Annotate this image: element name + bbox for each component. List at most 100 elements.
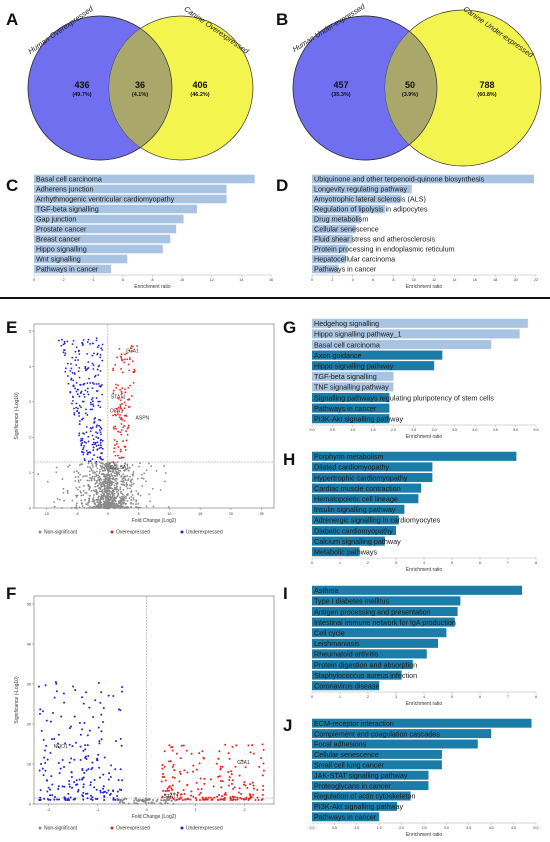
bar-chart-h: Porphyrin metabolism Dilated cardiomyopat…	[311, 451, 537, 573]
overexpressed-point	[219, 765, 222, 768]
underexpressed-point	[101, 439, 104, 442]
bar	[312, 339, 492, 350]
overexpressed-point	[252, 784, 255, 787]
underexpressed-point	[100, 427, 103, 430]
bar	[312, 770, 429, 780]
underexpressed-point	[78, 415, 81, 417]
underexpressed-point	[98, 385, 101, 388]
underexpressed-point	[102, 773, 105, 776]
underexpressed-point	[39, 796, 42, 799]
underexpressed-point	[69, 796, 72, 799]
overexpressed-point	[112, 389, 115, 392]
x-tick-label: 3.0	[432, 428, 437, 432]
underexpressed-point	[63, 797, 66, 800]
non-significant-point	[96, 504, 99, 507]
non-significant-point	[111, 500, 113, 503]
x-tick-label: 4.0	[472, 428, 477, 432]
underexpressed-point	[99, 431, 102, 434]
underexpressed-point	[103, 790, 106, 793]
y-tick-label: 3	[29, 400, 31, 404]
non-significant-point	[122, 507, 125, 509]
non-significant-point	[92, 500, 95, 503]
non-significant-point	[127, 478, 130, 481]
non-significant-point	[113, 486, 116, 489]
non-significant-point	[135, 802, 138, 805]
overexpressed-point	[224, 793, 227, 796]
non-significant-point	[75, 502, 78, 505]
non-significant-point	[99, 502, 102, 505]
x-tick-label: 14	[239, 278, 243, 282]
underexpressed-point	[84, 755, 87, 758]
x-tick-label: 6	[479, 695, 481, 699]
non-significant-point	[96, 467, 99, 470]
non-significant-point	[102, 498, 104, 500]
bar	[312, 681, 380, 691]
underexpressed-point	[93, 418, 96, 420]
underexpressed-point	[89, 401, 92, 404]
bar-label: Cardiac muscle contraction	[314, 484, 401, 493]
non-significant-point	[114, 488, 117, 491]
underexpressed-point	[38, 712, 41, 715]
non-significant-point	[98, 487, 100, 490]
non-significant-point	[110, 472, 113, 475]
overexpressed-point	[171, 749, 174, 752]
underexpressed-point	[57, 733, 60, 736]
non-significant-point	[109, 462, 112, 465]
bar	[312, 617, 455, 627]
overexpressed-point	[121, 396, 124, 399]
non-significant-point	[93, 471, 96, 474]
underexpressed-point	[75, 406, 78, 409]
overexpressed-point	[176, 791, 179, 794]
overexpressed-point	[240, 759, 243, 762]
gene-label: NQO1	[54, 744, 68, 750]
overexpressed-point	[112, 392, 115, 395]
non-significant-point	[125, 482, 128, 484]
overexpressed-point	[131, 345, 134, 348]
overexpressed-point	[217, 798, 220, 801]
overexpressed-point	[237, 791, 240, 794]
non-significant-point	[149, 500, 151, 503]
underexpressed-point	[101, 720, 104, 723]
underexpressed-point	[77, 370, 80, 373]
overexpressed-point	[132, 381, 135, 384]
venn-b-left-pct: (35.3%)	[331, 92, 350, 98]
underexpressed-point	[70, 362, 72, 365]
underexpressed-point	[43, 797, 46, 800]
non-significant-point	[132, 497, 135, 499]
non-significant-point	[61, 478, 64, 480]
overexpressed-point	[120, 418, 123, 421]
underexpressed-point	[46, 779, 49, 782]
non-significant-point	[164, 472, 167, 474]
underexpressed-point	[99, 789, 102, 792]
non-significant-point	[130, 490, 133, 492]
underexpressed-point	[94, 443, 97, 445]
underexpressed-point	[112, 797, 115, 800]
underexpressed-point	[102, 787, 105, 790]
non-significant-point	[95, 488, 97, 491]
overexpressed-point	[161, 772, 164, 775]
overexpressed-point	[262, 748, 265, 751]
x-tick-label: 4.5	[511, 826, 516, 830]
overexpressed-point	[170, 746, 173, 749]
overexpressed-point	[120, 433, 123, 436]
underexpressed-point	[41, 767, 44, 770]
non-significant-point	[120, 505, 123, 508]
non-significant-point	[113, 478, 116, 481]
non-significant-point	[95, 493, 98, 496]
underexpressed-point	[82, 453, 85, 456]
venn-a-overlap	[109, 16, 172, 160]
overexpressed-point	[244, 798, 247, 801]
non-significant-point	[124, 478, 127, 481]
non-significant-point	[125, 493, 128, 496]
non-significant-point	[120, 480, 123, 483]
non-significant-point	[159, 489, 162, 491]
overexpressed-point	[211, 798, 214, 801]
non-significant-point	[82, 490, 85, 492]
x-tick-label: 6	[122, 278, 124, 282]
overexpressed-point	[117, 384, 119, 387]
underexpressed-point	[62, 351, 65, 354]
non-significant-point	[86, 475, 88, 477]
overexpressed-point	[123, 419, 126, 422]
non-significant-point	[115, 472, 118, 475]
bar	[312, 670, 402, 680]
